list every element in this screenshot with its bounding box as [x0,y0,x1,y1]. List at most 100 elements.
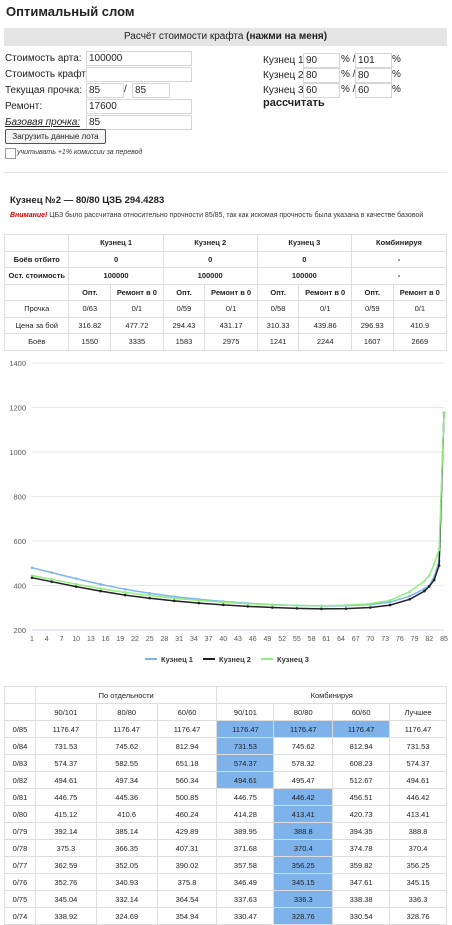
warning-note: Внимание! ЦБЗ было рассчитана относитель… [10,212,423,219]
price-cell: 413.41 [389,805,447,823]
price-cell: 347.61 [332,873,391,891]
summary-table: Кузнец 1 Кузнец 2 Кузнец 3 Комбинируя Бо… [3,234,448,351]
craft-cost-input[interactable] [86,67,192,82]
breakdown-col-header: 80/80 [95,703,158,721]
summary-cell: 1241 [256,333,300,351]
price-cell: 385.14 [95,822,158,840]
chart-point [423,589,426,593]
price-cell: 446.75 [34,788,97,806]
price-cell: 446.42 [389,788,447,806]
durability-current-input[interactable]: 85 [86,83,124,98]
chart-x-tick-label: 61 [322,636,330,643]
price-cell: 410.6 [95,805,158,823]
chart-point [369,606,372,609]
price-per-fight-chart: 200 400 600 800 1000 1200 1400 1 4 7 10 13 16 19 22 25 2… [9,359,448,664]
price-cell: 574.37 [389,754,447,772]
price-cell: 370.4 [389,839,447,857]
craft-cost-toggle[interactable]: Расчёт стоимости крафта (нажми на меня) [4,28,447,46]
chart-point [344,607,348,610]
price-cell: 812.94 [156,737,218,755]
chart-point [30,576,34,580]
group-combined-header: Комбинируя [216,686,447,704]
price-cell: 413.41 [273,805,334,823]
price-cell: 494.61 [389,771,447,789]
price-cell: 1176.47 [95,720,158,738]
summary-cell: 296.93 [350,316,394,334]
chart-point [344,604,348,607]
durability-cell: 0/77 [4,856,36,874]
table-row: 0/81 446.75 445.36 500.85 446.75 446.42 456.51… [4,788,447,806]
repair-input[interactable]: 17600 [86,99,192,114]
price-cell: 370.4 [273,839,334,857]
calculate-button[interactable]: рассчитать [263,97,325,109]
commission-label: учитывать +1% комиссии за перевод [17,149,143,156]
price-cell: 357.58 [216,856,275,874]
durability-cell: 0/85 [4,720,36,738]
chart-point [388,603,392,607]
summary-cell: 1550 [68,333,112,351]
chart-point [437,548,441,551]
smith3-a-input[interactable]: 60 [303,83,340,98]
chart-series-line [31,412,445,607]
chart-point [221,603,225,607]
price-cell: 346.49 [216,873,275,891]
breakdown-col-header: 80/80 [273,703,334,721]
row-label: Ост. стоимость [3,267,70,285]
summary-header: Кузнец 1 [68,234,164,252]
smith1-a-input[interactable]: 90 [303,53,340,68]
price-cell: 336.3 [389,890,447,908]
price-cell: 608.23 [332,754,391,772]
breakdown-corner [4,686,36,704]
price-cell: 354.94 [156,907,218,925]
price-cell: 388.8 [273,822,334,840]
chart-series-line [31,412,445,610]
smith2-a-input[interactable]: 80 [303,68,340,83]
price-cell: 336.3 [273,890,334,908]
chart-point [388,600,392,604]
price-cell: 446.75 [216,788,275,806]
chart-point [320,607,323,611]
commission-checkbox[interactable] [5,148,16,159]
chart-x-tick-label: 70 [367,636,375,643]
summary-cell: 0 [256,250,352,268]
price-cell: 330.47 [216,907,275,925]
chart-point [408,594,411,598]
price-cell: 1176.47 [156,720,218,738]
smith2-b-input[interactable]: 80 [355,68,392,83]
load-lot-button[interactable]: Загрузить данные лота [5,129,106,144]
chart-point [148,591,152,595]
art-cost-input[interactable]: 100000 [86,51,192,66]
summary-cell: 100000 [162,267,258,285]
durability-cell: 0/79 [4,822,36,840]
chart-y-tick-label: 800 [13,493,26,502]
durability-max-input[interactable]: 85 [132,83,170,98]
chart-series-line [31,412,445,607]
chart-point [408,597,411,601]
price-cell: 1176.47 [34,720,97,738]
price-cell: 392.14 [34,822,97,840]
smith1-b-input[interactable]: 101 [355,53,392,68]
base-durability-label[interactable]: Базовая прочка: [5,117,81,128]
smith3-sep: % / [341,84,356,95]
chart-x-tick-label: 7 [59,636,63,643]
chart-point [50,580,53,584]
durability-cell: 0/75 [4,890,36,908]
price-cell: 731.53 [389,737,447,755]
legend-item: Кузнец 2 [219,655,251,664]
chart-x-tick-label: 58 [308,636,316,643]
chart-point [123,587,127,591]
summary-cell: 431.17 [204,316,258,334]
durability-slash: / [124,84,127,95]
summary-cell: 3335 [110,333,164,351]
durability-cell: 0/84 [4,737,36,755]
chart-x-tick-label: 25 [146,636,154,643]
art-cost-label: Стоимость арта: [5,53,82,64]
summary-cell: - [350,267,448,285]
summary-cell: 2244 [298,333,352,351]
base-durability-input[interactable]: 85 [86,115,192,130]
table-row: 0/74 338.92 324.69 354.94 330.47 328.76 330.54… [4,907,447,925]
price-cell: 359.82 [332,856,391,874]
price-cell: 812.94 [332,737,391,755]
smith3-b-input[interactable]: 60 [355,83,392,98]
smith2-pct: % [392,69,401,80]
